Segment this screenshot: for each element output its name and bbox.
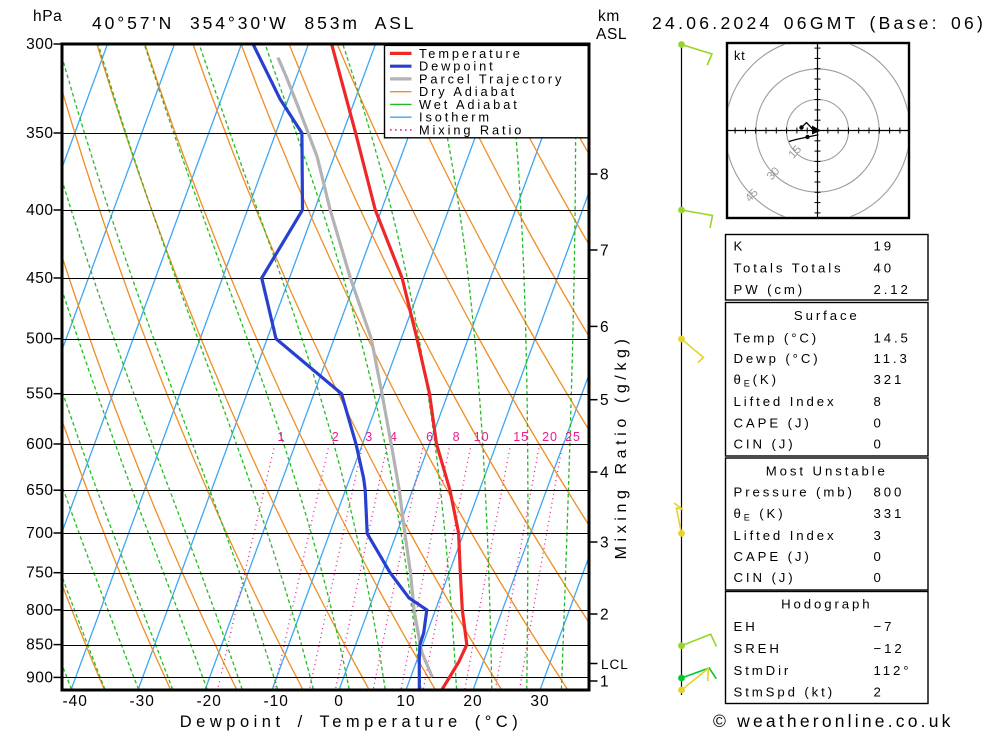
svg-text:750: 750: [26, 565, 53, 582]
svg-text:3: 3: [874, 528, 884, 543]
svg-text:700: 700: [26, 525, 53, 542]
svg-text:7: 7: [600, 243, 609, 260]
svg-text:Parcel Trajectory: Parcel Trajectory: [419, 71, 564, 86]
svg-text:-40: -40: [62, 693, 87, 710]
svg-text:11.3: 11.3: [874, 351, 910, 366]
svg-text:Dry Adiabat: Dry Adiabat: [419, 84, 517, 99]
svg-text:6: 6: [600, 319, 609, 336]
svg-text:500: 500: [26, 331, 53, 348]
svg-text:2: 2: [332, 430, 340, 444]
svg-text:10: 10: [396, 693, 415, 710]
svg-text:Lifted Index: Lifted Index: [734, 394, 837, 409]
svg-text:40°57'N 354°30'W 853m ASL: 40°57'N 354°30'W 853m ASL: [92, 13, 416, 33]
svg-text:4: 4: [390, 430, 398, 444]
svg-text:5: 5: [600, 392, 609, 409]
svg-text:hPa: hPa: [33, 8, 62, 25]
svg-text:0: 0: [874, 416, 884, 431]
svg-text:19: 19: [874, 239, 894, 254]
svg-text:300: 300: [26, 36, 53, 53]
svg-text:321: 321: [874, 372, 905, 387]
svg-text:8: 8: [600, 167, 609, 184]
svg-text:0: 0: [874, 549, 884, 564]
svg-text:θE(K): θE(K): [734, 372, 779, 389]
svg-text:6: 6: [426, 430, 434, 444]
svg-text:112°: 112°: [874, 663, 912, 678]
svg-text:850: 850: [26, 637, 53, 654]
svg-text:2: 2: [874, 685, 884, 700]
svg-text:Temp (°C): Temp (°C): [734, 331, 820, 346]
svg-text:1: 1: [278, 430, 286, 444]
svg-text:StmSpd (kt): StmSpd (kt): [734, 685, 836, 700]
svg-text:800: 800: [26, 602, 53, 619]
svg-text:Dewpoint / Temperature (°C): Dewpoint / Temperature (°C): [180, 713, 522, 731]
svg-text:15: 15: [513, 430, 529, 444]
svg-text:−7: −7: [874, 619, 895, 634]
svg-text:Wet Adiabat: Wet Adiabat: [419, 97, 520, 112]
svg-text:2: 2: [600, 607, 609, 624]
svg-text:40: 40: [874, 261, 894, 276]
svg-text:PW (cm): PW (cm): [734, 282, 806, 297]
svg-text:km: km: [598, 8, 620, 25]
svg-text:© weatheronline.co.uk: © weatheronline.co.uk: [713, 711, 954, 731]
svg-text:650: 650: [26, 482, 53, 499]
svg-text:3: 3: [365, 430, 373, 444]
svg-text:550: 550: [26, 386, 53, 403]
svg-text:Lifted Index: Lifted Index: [734, 528, 837, 543]
svg-text:20: 20: [463, 693, 482, 710]
svg-text:0: 0: [874, 570, 884, 585]
svg-text:-30: -30: [129, 693, 154, 710]
svg-text:0: 0: [334, 693, 344, 710]
svg-text:24.06.2024 06GMT (Base: 06): 24.06.2024 06GMT (Base: 06): [652, 13, 986, 33]
svg-text:CIN (J): CIN (J): [734, 570, 796, 585]
svg-text:600: 600: [26, 436, 53, 453]
svg-text:kt: kt: [734, 49, 746, 63]
svg-text:20: 20: [542, 430, 558, 444]
svg-text:-10: -10: [263, 693, 288, 710]
svg-text:450: 450: [26, 270, 53, 287]
svg-text:Pressure (mb): Pressure (mb): [734, 485, 855, 500]
svg-text:8: 8: [453, 430, 461, 444]
svg-text:400: 400: [26, 202, 53, 219]
svg-text:EH: EH: [734, 619, 758, 634]
svg-text:CAPE (J): CAPE (J): [734, 416, 812, 431]
svg-text:8: 8: [874, 394, 884, 409]
svg-text:4: 4: [600, 465, 609, 482]
svg-text:Hodograph: Hodograph: [781, 597, 872, 612]
svg-text:331: 331: [874, 506, 905, 521]
svg-text:Mixing Ratio (g/kg): Mixing Ratio (g/kg): [613, 335, 630, 560]
svg-text:Most Unstable: Most Unstable: [766, 464, 888, 479]
svg-text:800: 800: [874, 485, 905, 500]
svg-text:-20: -20: [196, 693, 221, 710]
svg-text:StmDir: StmDir: [734, 663, 792, 678]
svg-text:ASL: ASL: [596, 26, 627, 43]
svg-text:2.12: 2.12: [874, 282, 911, 297]
svg-text:Dewpoint: Dewpoint: [419, 59, 496, 74]
svg-text:14.5: 14.5: [874, 331, 911, 346]
svg-text:Dewp (°C): Dewp (°C): [734, 351, 821, 366]
svg-text:900: 900: [26, 669, 53, 686]
svg-text:30: 30: [530, 693, 549, 710]
svg-text:350: 350: [26, 125, 53, 142]
svg-text:1: 1: [600, 674, 609, 691]
svg-text:CAPE (J): CAPE (J): [734, 549, 812, 564]
svg-text:Mixing Ratio: Mixing Ratio: [419, 122, 524, 137]
svg-text:CIN (J): CIN (J): [734, 437, 796, 452]
svg-text:25: 25: [565, 430, 581, 444]
svg-text:−12: −12: [874, 641, 905, 656]
svg-text:LCL: LCL: [601, 657, 629, 672]
svg-text:θE (K): θE (K): [734, 506, 786, 523]
svg-text:K: K: [734, 239, 746, 254]
svg-text:Temperature: Temperature: [419, 46, 523, 61]
svg-text:Isotherm: Isotherm: [419, 110, 492, 125]
svg-text:3: 3: [600, 535, 609, 552]
svg-text:10: 10: [474, 430, 490, 444]
svg-text:Surface: Surface: [794, 308, 860, 323]
svg-text:0: 0: [874, 437, 884, 452]
svg-text:SREH: SREH: [734, 641, 782, 656]
svg-text:Totals Totals: Totals Totals: [734, 261, 844, 276]
